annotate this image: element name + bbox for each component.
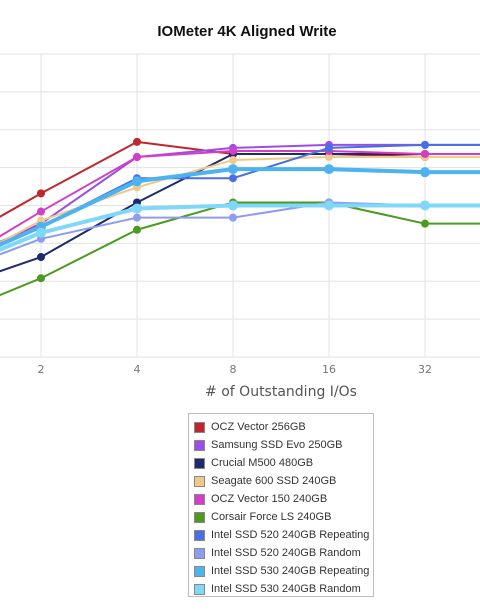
legend-swatch: [194, 547, 205, 559]
data-point: [133, 153, 141, 162]
legend-label: OCZ Vector 150 240GB: [211, 493, 328, 505]
legend-swatch: [194, 583, 205, 595]
legend-item: OCZ Vector 256GB: [194, 418, 373, 436]
data-point: [37, 253, 45, 262]
legend-swatch: [194, 457, 205, 469]
x-tick-label: 8: [230, 363, 237, 376]
data-point: [421, 140, 429, 149]
legend-swatch: [194, 475, 205, 487]
data-point: [420, 167, 430, 178]
legend-label: Intel SSD 530 240GB Random: [211, 583, 361, 595]
chart-title: IOMeter 4K Aligned Write: [157, 23, 336, 40]
data-point: [228, 200, 238, 211]
data-point: [37, 274, 45, 283]
data-point: [132, 176, 142, 187]
data-point: [36, 227, 46, 238]
data-point: [37, 189, 45, 198]
data-point: [325, 143, 333, 152]
data-point: [421, 219, 429, 228]
data-point: [229, 174, 237, 183]
data-point: [133, 137, 141, 146]
legend-item: Seagate 600 SSD 240GB: [194, 472, 373, 490]
x-tick-label: 16: [322, 363, 336, 376]
series-line: [0, 152, 480, 273]
data-point: [229, 146, 237, 155]
legend-swatch: [194, 565, 205, 577]
data-point: [421, 149, 429, 158]
data-point: [132, 203, 142, 214]
legend-item: Intel SSD 520 240GB Repeating: [194, 526, 373, 544]
series-4: [0, 146, 480, 238]
x-tick-label: 32: [418, 363, 432, 376]
data-point: [324, 200, 334, 211]
legend-swatch: [194, 511, 205, 523]
legend-swatch: [194, 529, 205, 541]
data-point: [325, 153, 333, 162]
x-tick-label: 4: [134, 363, 141, 376]
series-9: [0, 200, 480, 252]
series-8: [0, 164, 480, 248]
legend-label: Samsung SSD Evo 250GB: [211, 439, 343, 451]
series-line: [0, 156, 480, 244]
legend-swatch: [194, 421, 205, 433]
data-point: [37, 207, 45, 216]
legend-label: Intel SSD 520 240GB Random: [211, 547, 361, 559]
legend-swatch: [194, 439, 205, 451]
legend-label: Intel SSD 520 240GB Repeating: [211, 529, 370, 541]
data-point: [228, 164, 238, 175]
data-point: [324, 164, 334, 175]
legend-item: Corsair Force LS 240GB: [194, 508, 373, 526]
legend-item: Intel SSD 530 240GB Repeating: [194, 562, 373, 580]
data-point: [229, 213, 237, 222]
data-point: [420, 200, 430, 211]
x-axis-label: # of Outstanding I/Os: [205, 384, 357, 400]
series-line: [0, 201, 480, 297]
legend-label: Intel SSD 530 240GB Repeating: [211, 565, 370, 577]
legend-item: Crucial M500 480GB: [194, 454, 373, 472]
legend-label: Seagate 600 SSD 240GB: [211, 475, 337, 487]
series-lines: [0, 137, 480, 297]
legend-label: OCZ Vector 256GB: [211, 421, 306, 433]
legend-label: Crucial M500 480GB: [211, 457, 314, 469]
legend-item: Samsung SSD Evo 250GB: [194, 436, 373, 454]
data-point: [229, 156, 237, 165]
legend-swatch: [194, 493, 205, 505]
legend-item: Intel SSD 520 240GB Random: [194, 544, 373, 562]
x-tick-label: 2: [38, 363, 45, 376]
x-tick-labels: 2 4 8 16 32: [38, 363, 433, 376]
legend-item: OCZ Vector 150 240GB: [194, 490, 373, 508]
data-point: [133, 213, 141, 222]
data-point: [133, 225, 141, 234]
legend: OCZ Vector 256GB Samsung SSD Evo 250GB Cru…: [188, 413, 374, 597]
legend-item: Intel SSD 530 240GB Random: [194, 580, 373, 598]
legend-label: Corsair Force LS 240GB: [211, 511, 332, 523]
